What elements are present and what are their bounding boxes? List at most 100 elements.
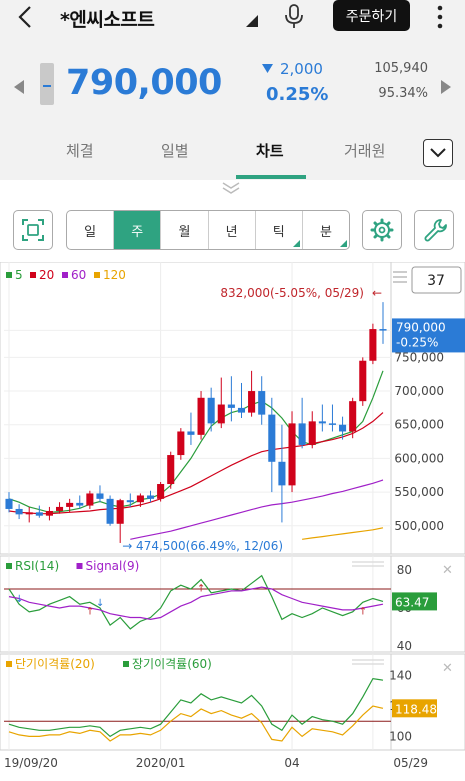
- candle-body: [197, 397, 205, 435]
- change-amount: 2,000: [280, 60, 323, 78]
- candle-body: [56, 506, 64, 511]
- current-value-tag-rsi: [392, 592, 437, 611]
- legend-label-120: 120: [103, 268, 126, 282]
- candle-body: [146, 495, 155, 499]
- candle-body: [268, 414, 276, 462]
- y-tick-label: 500,000: [394, 519, 444, 533]
- candle-body: [177, 431, 185, 456]
- fullscreen-button[interactable]: [13, 210, 53, 250]
- candle-body: [45, 510, 53, 516]
- legend-label-20: 20: [39, 268, 54, 282]
- price-indicator-mark: [43, 85, 51, 87]
- tab-trades[interactable]: 체결: [66, 142, 94, 160]
- high-annotation: 832,000(-5.05%, 05/29): [220, 286, 364, 300]
- volume-ratio: 95.34%: [378, 86, 428, 101]
- change-percent: 0.25%: [266, 84, 329, 105]
- current-price-tag-value: 790,000: [396, 320, 446, 334]
- candle-count-label: 37: [427, 273, 445, 289]
- x-tick-label: 04: [284, 756, 299, 770]
- stock-dropdown-icon[interactable]: [246, 15, 258, 27]
- tab-brokers[interactable]: 거래원: [344, 142, 386, 160]
- period-year[interactable]: 년: [209, 211, 256, 249]
- sell-signal-icon: ↓: [15, 594, 23, 605]
- y-tick-label: 700,000: [394, 384, 444, 398]
- sell-signal-icon: ↓: [96, 598, 104, 609]
- wrench-icon: [424, 219, 447, 242]
- chart-panel-frame-1: [0, 555, 465, 653]
- candle-body: [15, 508, 23, 515]
- period-minute[interactable]: 분: [303, 211, 349, 249]
- tab-daily[interactable]: 일별: [161, 142, 189, 160]
- previous-stock-icon[interactable]: [14, 80, 24, 94]
- legend-swatch: [6, 563, 12, 569]
- close-panel-icon: ✕: [442, 563, 453, 578]
- legend-swatch-120: [94, 272, 100, 278]
- candle-body: [76, 502, 84, 506]
- next-stock-icon[interactable]: [441, 80, 451, 94]
- y-tick-label: 80: [397, 563, 412, 577]
- candle-body: [349, 401, 357, 432]
- candle-body: [187, 431, 195, 435]
- active-tab-indicator: [236, 175, 306, 179]
- y-tick-label: 600,000: [394, 451, 444, 465]
- legend-label: Signal(9): [86, 559, 140, 573]
- legend-label: RSI(14): [15, 559, 59, 573]
- more-options-icon[interactable]: [434, 4, 446, 30]
- stock-name[interactable]: *엔씨소프트: [60, 9, 155, 31]
- period-week-label: 주: [131, 224, 144, 240]
- back-arrow-icon[interactable]: [14, 4, 38, 30]
- period-tick[interactable]: 틱: [256, 211, 303, 249]
- chart-area[interactable]: 750,000 700,000 650,000 600,000 550,000 500,0…: [0, 262, 465, 781]
- high-arrow-icon: ←: [372, 286, 382, 300]
- period-minute-label: 분: [319, 224, 332, 240]
- candle-body: [167, 455, 175, 485]
- buy-signal-icon: ↑: [197, 584, 205, 595]
- candle-body: [328, 423, 336, 425]
- period-day-label: 일: [84, 224, 97, 240]
- period-minute-options-icon: [340, 240, 348, 247]
- candle-body: [35, 512, 43, 516]
- current-value-rsi: 63.47: [395, 595, 429, 609]
- candle-body: [248, 391, 256, 413]
- period-tick-options-icon: [292, 240, 300, 247]
- tabs-more-button[interactable]: [423, 139, 453, 167]
- low-annotation: → 474,500(66.49%, 12/06): [122, 539, 283, 553]
- tab-chart[interactable]: 차트: [256, 142, 284, 160]
- candle-body: [339, 424, 347, 432]
- candle-body: [288, 423, 296, 486]
- legend-swatch: [76, 563, 83, 569]
- gear-icon: [370, 218, 394, 242]
- price-summary: 790,000 2,000 0.25% 105,940 95.34%: [0, 36, 465, 132]
- ma-line-120: [302, 527, 384, 540]
- legend-label-5: 5: [15, 268, 23, 282]
- series-line-rsi-1: [8, 586, 384, 621]
- candle-body: [359, 360, 367, 402]
- candle-body: [207, 397, 215, 424]
- candle-body: [369, 329, 377, 361]
- y-tick-label: 750,000: [394, 350, 444, 364]
- chart-canvas[interactable]: 750,000 700,000 650,000 600,000 550,000 500,0…: [0, 262, 465, 781]
- microphone-icon[interactable]: [283, 3, 305, 29]
- y-tick-label: 650,000: [394, 418, 444, 432]
- candle-body: [278, 461, 286, 486]
- drawing-tools-button[interactable]: [414, 210, 454, 250]
- legend-label-60: 60: [71, 268, 86, 282]
- collapse-handle-icon[interactable]: [219, 181, 243, 195]
- period-month[interactable]: 월: [161, 211, 209, 249]
- ma-line-60: [130, 479, 384, 540]
- period-tick-label: 틱: [272, 224, 285, 240]
- chart-settings-button[interactable]: [362, 210, 402, 250]
- x-tick-label: 2020/01: [136, 756, 186, 770]
- period-week[interactable]: 주: [114, 211, 162, 249]
- x-tick-label: 19/09/20: [4, 756, 58, 770]
- period-day[interactable]: 일: [67, 211, 115, 249]
- current-value-tag-disp: [392, 699, 437, 718]
- candle-body: [96, 493, 104, 499]
- legend-swatch: [123, 661, 129, 667]
- y-tick-label: 100: [389, 729, 412, 743]
- candle-body: [258, 391, 266, 415]
- detail-tabs: 체결 일별 차트 거래원: [0, 132, 465, 180]
- candle-body: [298, 423, 306, 445]
- order-button[interactable]: 주문하기: [333, 0, 410, 31]
- candle-body: [136, 495, 144, 503]
